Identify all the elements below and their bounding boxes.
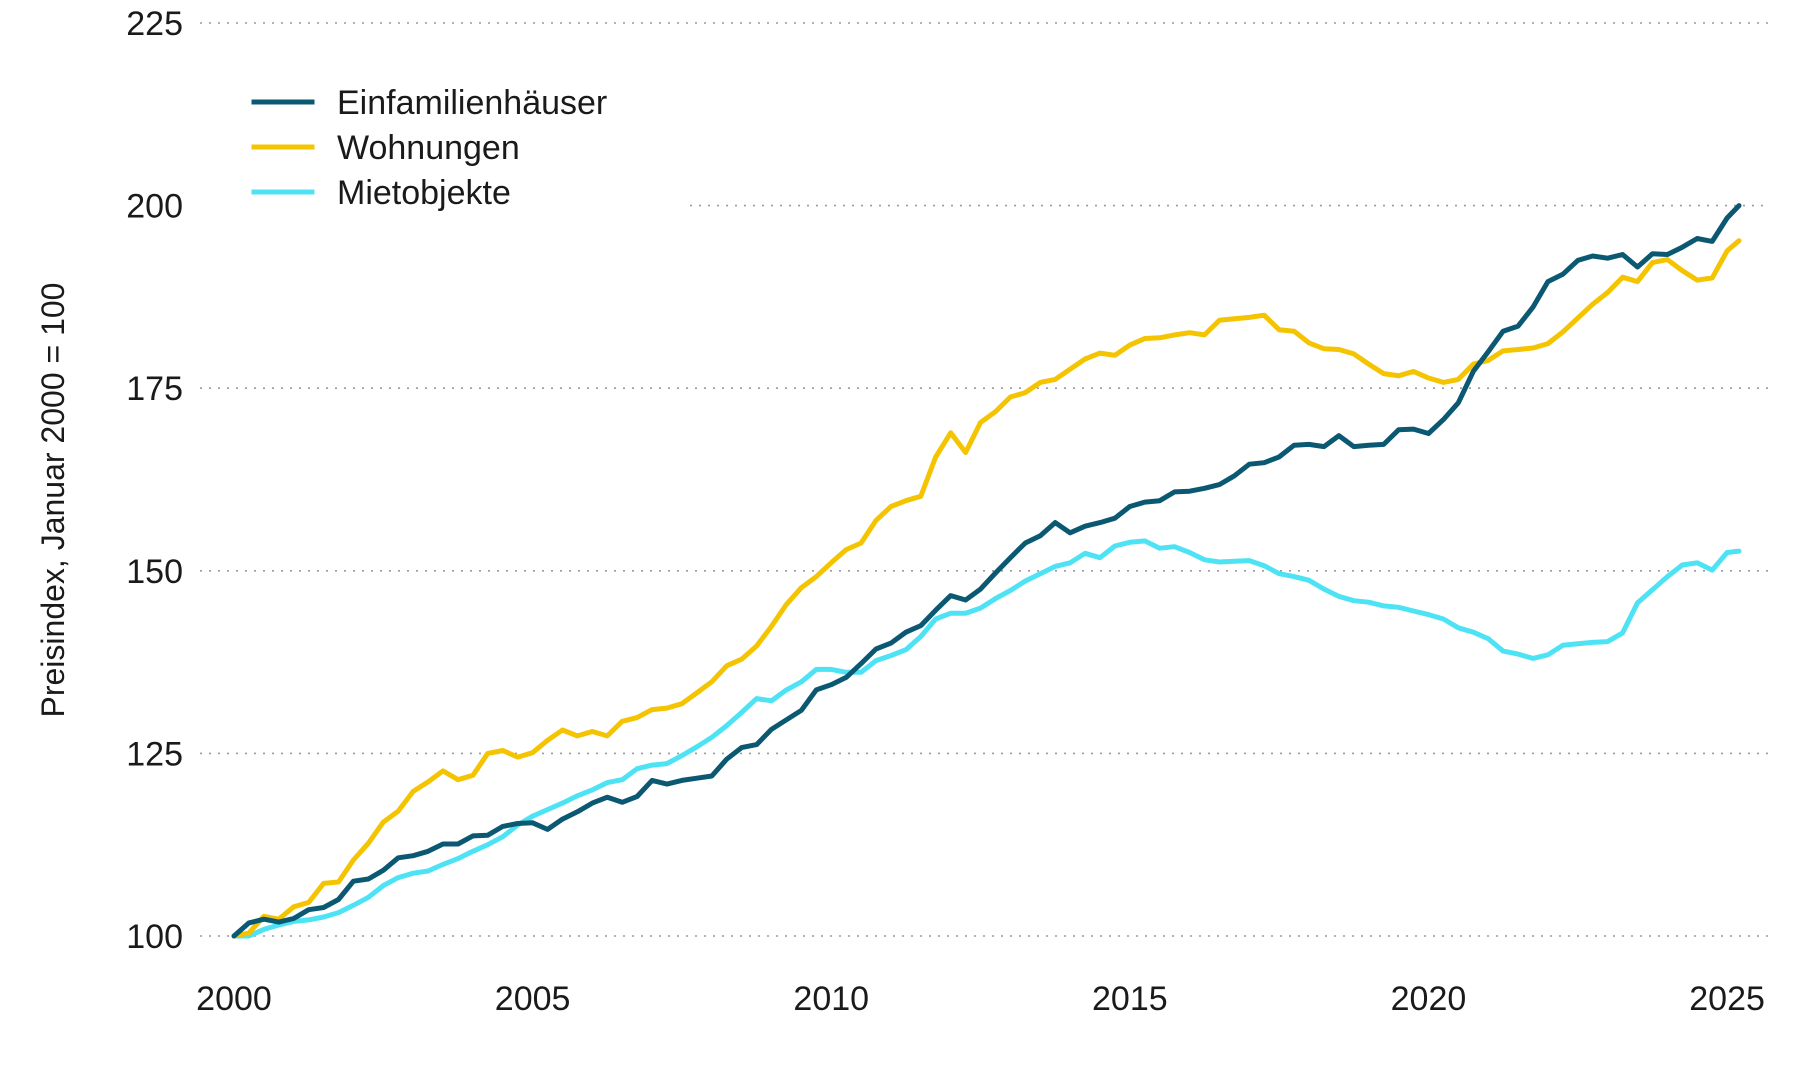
- x-tick-label: 2025: [1689, 980, 1765, 1018]
- legend-label-mietobjekte: Mietobjekte: [337, 174, 511, 212]
- y-axis-title: Preisindex, Januar 2000 = 100: [35, 283, 71, 718]
- legend-label-wohnungen: Wohnungen: [337, 129, 520, 167]
- x-tick-label: 2020: [1391, 980, 1467, 1018]
- series-line-mietobjekte: [231, 538, 1742, 939]
- x-axis-ticks: 2000 2005 2010 2015 2020 2025: [196, 980, 1765, 1018]
- y-axis-ticks: 100 125 150 175 200 225: [126, 5, 183, 956]
- y-tick-label: 100: [126, 918, 183, 956]
- y-tick-label: 225: [126, 5, 183, 43]
- x-tick-label: 2010: [793, 980, 869, 1018]
- x-tick-label: 2015: [1092, 980, 1168, 1018]
- legend-label-einfamilienhaeuser: Einfamilienhäuser: [337, 84, 607, 122]
- y-tick-label: 125: [126, 735, 183, 773]
- y-tick-label: 200: [126, 188, 183, 226]
- series-lines: [231, 203, 1742, 939]
- x-tick-label: 2000: [196, 980, 272, 1018]
- series-line-wohnungen: [231, 238, 1742, 939]
- y-tick-label: 150: [126, 553, 183, 591]
- series-line-einfamilienhaeuser: [231, 203, 1742, 939]
- legend: Einfamilienhäuser Wohnungen Mietobjekte: [251, 84, 607, 212]
- x-tick-label: 2005: [495, 980, 571, 1018]
- y-tick-label: 175: [126, 370, 183, 408]
- gridlines: [200, 22, 1768, 937]
